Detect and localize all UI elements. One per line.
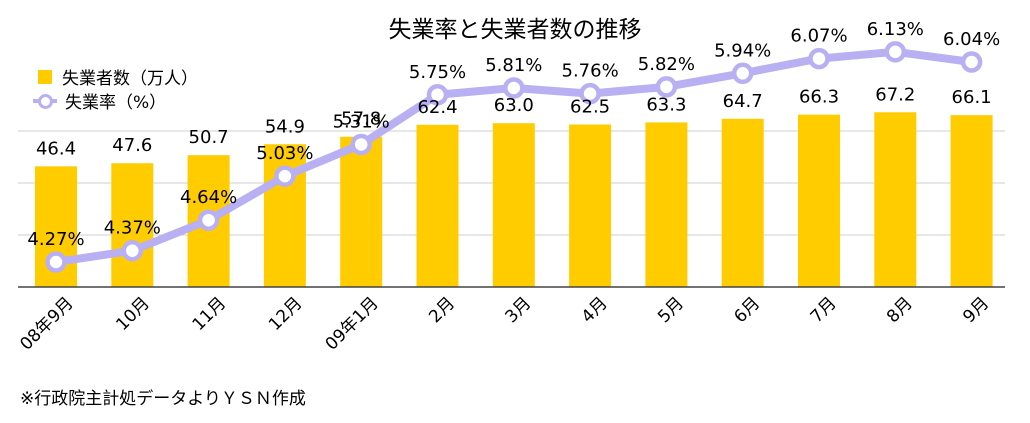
- x-axis-tick-labels: 08年9月 10月 11月 12月 09年1月 2月 3月 4月 5月 6月 7月 8月 9月: [16, 293, 993, 354]
- rate-point: [960, 51, 983, 73]
- bar: [950, 115, 993, 287]
- rate-value-label: 5.75%: [409, 62, 466, 83]
- x-tick-label: 5月: [654, 293, 688, 327]
- rate-point: [503, 77, 525, 99]
- x-tick-label: 08年9月: [16, 293, 77, 354]
- x-tick-label: 4月: [578, 293, 612, 327]
- source-note: ※行政院主計処データよりＹＳＮ作成: [20, 389, 306, 409]
- rate-point: [197, 209, 220, 231]
- rate-point: [45, 251, 67, 273]
- bar: [111, 163, 154, 287]
- rate-point: [731, 62, 754, 85]
- legend-item-unemployed: 失業者数（万人）: [38, 64, 198, 89]
- bar-value-label: 62.4: [417, 97, 457, 118]
- legend-item-rate: 失業率（%）: [33, 88, 167, 113]
- rate-value-label: 6.13%: [867, 19, 924, 40]
- line-series: [45, 41, 983, 273]
- rate-value-label: 6.07%: [790, 26, 847, 47]
- legend-swatch-line: [33, 93, 57, 109]
- rate-point: [808, 47, 830, 70]
- bar-series: [35, 112, 993, 288]
- bar-value-label: 66.1: [952, 87, 992, 108]
- chart-title: 失業率と失業者数の推移: [388, 17, 642, 43]
- x-tick-label: 11月: [189, 293, 230, 334]
- bar-value-label: 47.6: [112, 135, 152, 156]
- rate-value-label: 5.03%: [256, 143, 313, 164]
- bar: [340, 136, 383, 287]
- bar-value-label: 54.9: [265, 116, 305, 137]
- bar-value-label: 63.3: [646, 94, 686, 115]
- rate-point: [655, 76, 678, 98]
- rate-value-label: 5.94%: [714, 40, 771, 61]
- rate-point: [274, 165, 296, 187]
- rate-value-label: 5.31%: [333, 111, 390, 132]
- legend-swatch-bar: [38, 69, 52, 84]
- rate-value-label: 4.37%: [104, 218, 161, 239]
- rate-value-label: 5.81%: [485, 55, 542, 76]
- x-tick-label: 8月: [883, 293, 917, 327]
- rate-point: [426, 84, 449, 106]
- bar: [874, 112, 917, 287]
- bar-value-label: 66.3: [799, 87, 839, 108]
- rate-value-label: 5.82%: [638, 54, 695, 75]
- bar-value-labels: 46.4 47.6 50.7 54.9 57.8 62.4 63.0 62.5 63.3 64.7…: [36, 84, 992, 159]
- rate-point: [350, 133, 372, 156]
- rate-value-label: 4.27%: [27, 229, 84, 250]
- bar: [645, 122, 688, 287]
- bar-value-label: 46.4: [36, 138, 76, 159]
- bar: [798, 114, 840, 288]
- x-tick-label: 3月: [502, 293, 536, 327]
- x-tick-label: 2月: [425, 293, 459, 327]
- bar: [416, 124, 459, 287]
- bar: [569, 124, 612, 287]
- rate-point: [121, 239, 144, 262]
- bar-value-label: 62.5: [570, 97, 610, 118]
- rate-value-label: 4.64%: [180, 187, 237, 208]
- line-value-labels: 4.27% 4.37% 4.64% 5.03% 5.31% 5.75% 5.81% 5.76%…: [27, 19, 1000, 250]
- x-tick-label: 9月: [959, 293, 993, 327]
- bar-value-label: 64.7: [723, 91, 763, 112]
- x-tick-label: 09年1月: [322, 293, 383, 354]
- bar-value-label: 67.2: [875, 84, 915, 105]
- rate-point: [579, 82, 601, 105]
- bar-value-label: 57.8: [341, 109, 381, 130]
- bar: [721, 118, 764, 287]
- x-tick-label: 6月: [730, 293, 764, 327]
- rate-value-label: 5.76%: [562, 61, 619, 82]
- x-tick-label: 7月: [807, 293, 841, 327]
- legend-label-unemployed: 失業者数（万人）: [62, 69, 198, 89]
- legend-label-rate: 失業率（%）: [65, 93, 167, 113]
- rate-point: [884, 41, 907, 63]
- x-tick-label: 12月: [265, 293, 306, 334]
- x-tick-label: 10月: [112, 293, 153, 334]
- bar: [492, 123, 535, 287]
- bar-value-label: 63.0: [494, 95, 534, 116]
- rate-value-label: 6.04%: [943, 29, 1000, 50]
- bar-value-label: 50.7: [189, 127, 229, 148]
